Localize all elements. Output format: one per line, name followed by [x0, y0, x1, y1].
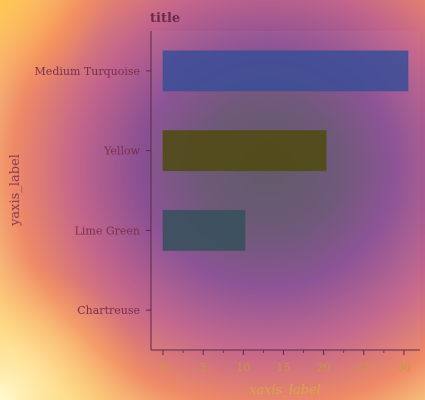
x-tick-label: 30	[397, 361, 411, 374]
bar-yellow	[162, 130, 327, 172]
y-tick-label: Medium Turquoise	[35, 65, 140, 78]
bar-lime-green	[162, 209, 246, 251]
bar-medium-turquoise	[162, 50, 409, 92]
x-tick-label: 15	[276, 361, 290, 374]
x-tick-label: 0	[160, 361, 167, 374]
y-axis-label: yaxis_label	[8, 154, 23, 227]
y-tick-label: Lime Green	[75, 224, 140, 237]
y-tick-label: Chartreuse	[77, 304, 140, 317]
plot-area: Medium Turquoise Yellow Lime Green Chartreu…	[35, 31, 420, 374]
x-tick-label: 5	[200, 361, 207, 374]
chart-title: title	[150, 11, 180, 26]
x-axis-label: xaxis_label	[249, 383, 321, 398]
x-tick-label: 10	[236, 361, 250, 374]
x-tick-label: 25	[357, 361, 371, 374]
y-tick-label: Yellow	[103, 145, 140, 158]
x-tick-label: 20	[317, 361, 331, 374]
